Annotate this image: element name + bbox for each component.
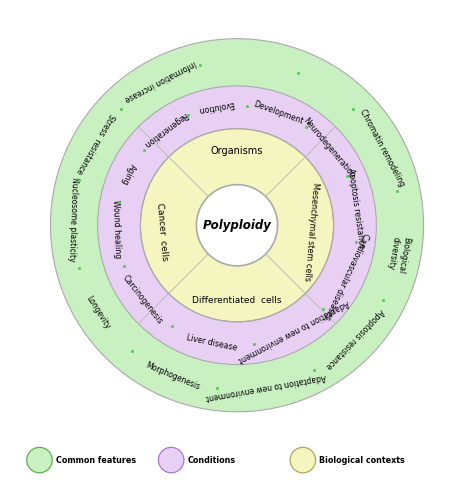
Circle shape	[158, 447, 184, 473]
Circle shape	[196, 185, 278, 266]
Text: Organisms: Organisms	[211, 146, 263, 156]
Circle shape	[98, 86, 376, 365]
Circle shape	[98, 86, 376, 365]
Text: Stress  resistance: Stress resistance	[74, 112, 116, 175]
Text: Nucleosome plasticity: Nucleosome plasticity	[67, 177, 79, 262]
Text: Liver disease: Liver disease	[186, 333, 238, 352]
Text: Apoptosis resistance: Apoptosis resistance	[324, 308, 386, 371]
Text: Biological contexts: Biological contexts	[319, 456, 405, 465]
Text: Regeneration: Regeneration	[141, 110, 188, 148]
Text: Development: Development	[252, 99, 304, 125]
Circle shape	[27, 447, 52, 473]
Text: Chromatin remodeling: Chromatin remodeling	[358, 108, 406, 188]
Text: Cancer  cells: Cancer cells	[155, 202, 169, 261]
Text: Aging: Aging	[119, 162, 137, 187]
Text: Morphogenesis: Morphogenesis	[145, 361, 201, 392]
Text: Wound healing: Wound healing	[111, 200, 122, 259]
Text: Apoptosis resistance: Apoptosis resistance	[346, 168, 366, 249]
Text: Cardiovascular diseases: Cardiovascular diseases	[322, 231, 370, 321]
Circle shape	[290, 447, 316, 473]
Text: Conditions: Conditions	[188, 456, 236, 465]
Text: Information increase: Information increase	[123, 58, 197, 103]
Text: Carcinogenesis: Carcinogenesis	[120, 273, 164, 325]
Text: Neurodegeneration: Neurodegeneration	[301, 116, 357, 180]
Circle shape	[50, 39, 424, 412]
Circle shape	[140, 129, 334, 322]
Text: Evolution: Evolution	[198, 99, 235, 115]
Text: Differentiated  cells: Differentiated cells	[192, 296, 282, 305]
Text: Longevity: Longevity	[84, 294, 112, 330]
Text: Biological
diversity: Biological diversity	[386, 234, 411, 274]
Text: Adaptation to new environment: Adaptation to new environment	[205, 372, 326, 402]
Text: Polyploidy: Polyploidy	[202, 219, 272, 232]
Text: Adaptation to new environment: Adaptation to new environment	[237, 298, 350, 365]
Text: Common features: Common features	[56, 456, 136, 465]
Circle shape	[140, 129, 334, 322]
Circle shape	[196, 185, 278, 266]
Text: Mesenchymal stem cells: Mesenchymal stem cells	[302, 182, 320, 281]
